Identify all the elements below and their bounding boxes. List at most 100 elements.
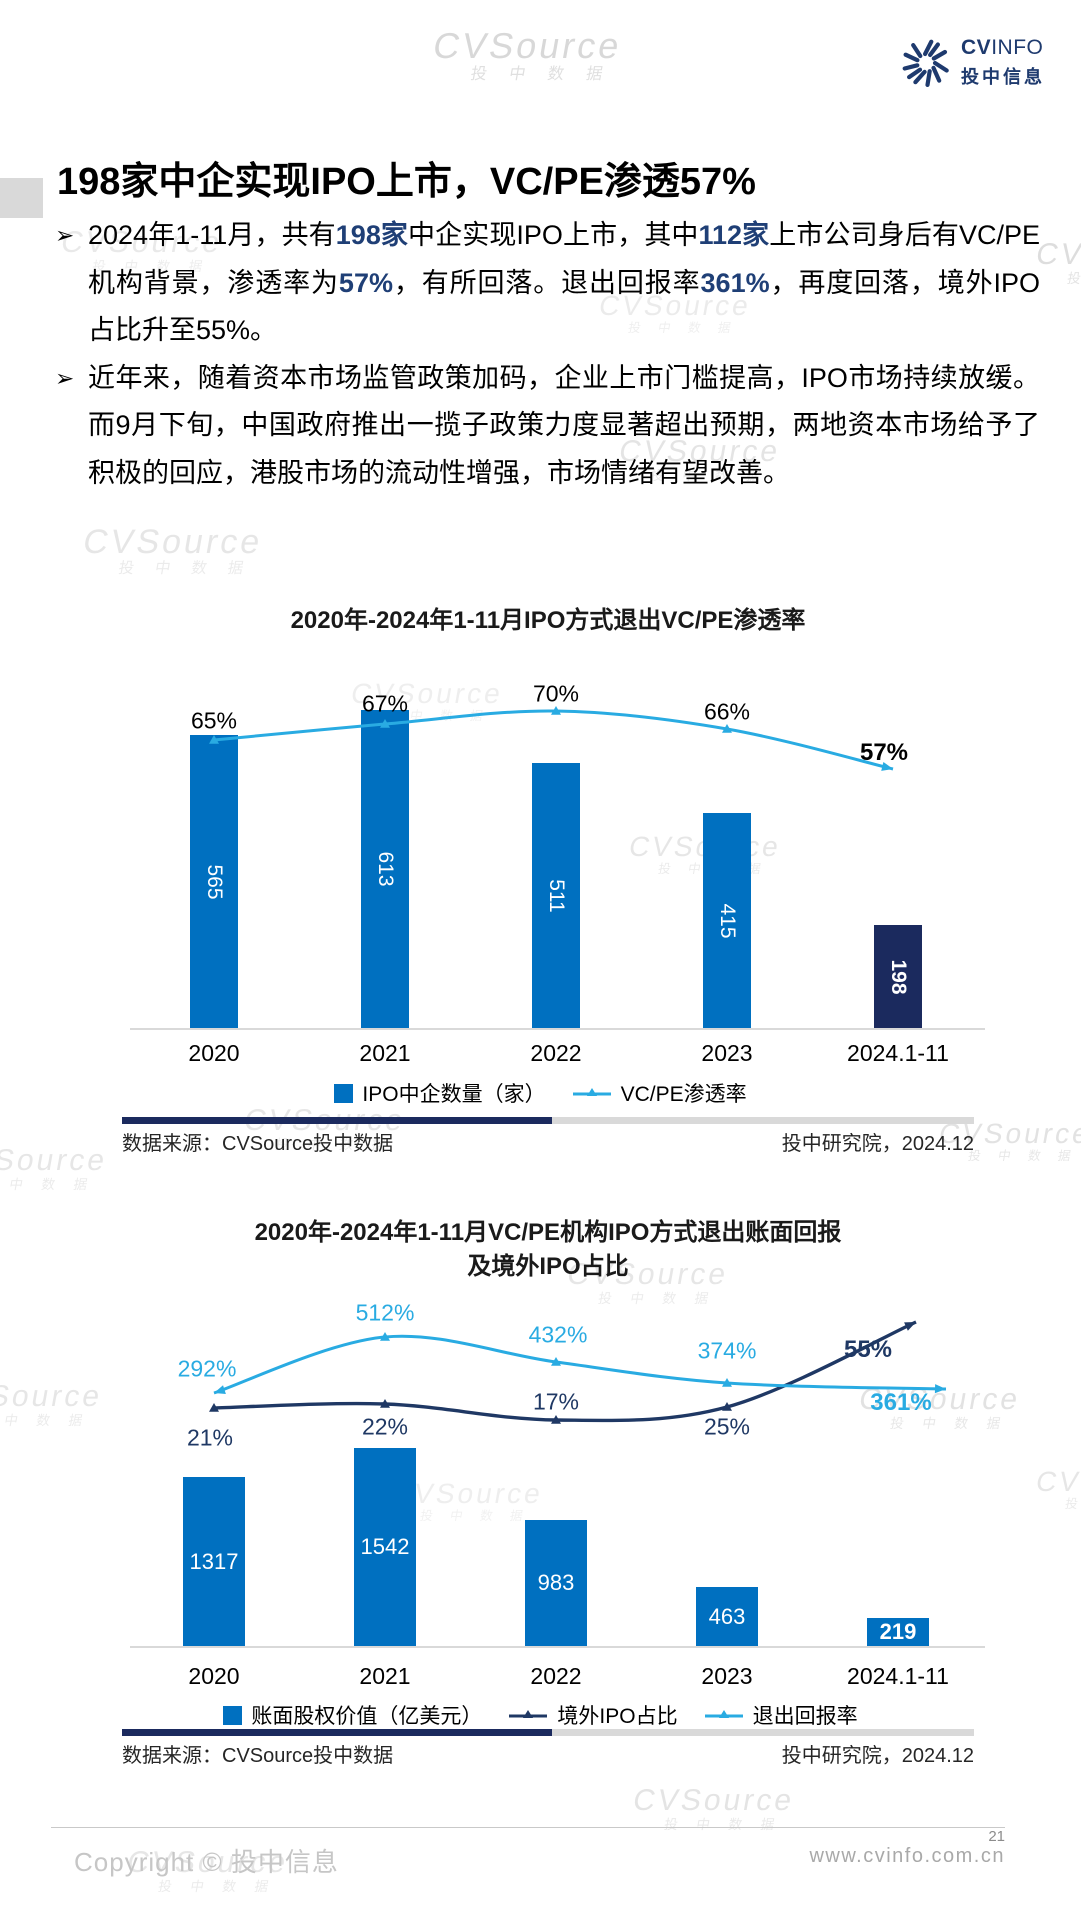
x-axis-category-label: 2023 [701,1663,753,1689]
bullet-item: ➢ 2024年1-11月，共有198家中企实现IPO上市，其中112家上市公司身后… [55,212,1040,355]
line-arrowhead [214,1385,226,1394]
watermark-subtext: 投 中 数 据 [117,560,253,577]
logo-cv: CV [961,36,992,59]
bullet-text: 2024年1-11月，共有198家中企实现IPO上市，其中112家上市公司身后有… [88,212,1040,355]
legend-line-marker-icon [572,1088,611,1096]
watermark-text: CVSource [0,1144,111,1177]
chart1-source-left: 数据来源：CVSource投中数据 [122,1133,394,1155]
website-url: www.cvinfo.com.cn [809,1845,1005,1867]
legend-label: 账面股权价值（亿美元） [251,1705,483,1728]
bullet-text: 近年来，随着资本市场监管政策加码，企业上市门槛提高，IPO市场持续放缓。而9月下… [88,355,1040,498]
x-axis-category-label: 2020 [188,1663,240,1689]
x-axis-line [130,1028,985,1030]
bullet-segment: 上市公司身后有VC/PE机构背景，渗透率为 [88,220,1040,298]
bar [867,1618,929,1646]
watermark-subtext: 投 中 数 据 [0,1413,91,1428]
watermark-subtext: 投 中 数 据 [966,1149,1079,1163]
exit-return-rate-label: 432% [528,1321,588,1348]
bullet-segment: 2024年1-11月，共有 [88,220,336,250]
legend-line-marker-icon [509,1710,548,1718]
watermark-subtext: 投 中 数 据 [662,1817,783,1832]
cvinfo-logo-icon [902,39,949,87]
chart2-title-line2: 及境外IPO占比 [467,1253,629,1280]
title-accent-bar [0,178,43,218]
chart2-title: 2020年-2024年1-11月VC/PE机构IPO方式退出账面回报 及境外IP… [102,1216,994,1284]
watermark-text: CVSource [430,25,626,66]
bullet-highlight: 198家 [335,220,409,250]
legend-label: VC/PE渗透率 [620,1083,747,1106]
copyright-text: Copyright © 投中信息 [74,1847,339,1877]
overseas-ipo-share-label: 21% [186,1424,234,1451]
bar-value-label: 511 [545,878,568,913]
x-axis-category-label: 2022 [530,1040,582,1066]
overseas-ipo-share-label: 25% [703,1413,751,1440]
bar-value-label: 198 [887,958,910,995]
chart1-source-row: 数据来源：CVSource投中数据 投中研究院，2024.12 [122,1130,974,1158]
penetration-rate-label: 65% [190,707,238,734]
bullet-item: ➢ 近年来，随着资本市场监管政策加码，企业上市门槛提高，IPO市场持续放缓。而9月… [55,355,1040,498]
bar-value-label: 1542 [360,1534,410,1559]
penetration-rate-label: 70% [532,680,580,707]
x-axis-category-label: 2024.1-11 [847,1663,949,1689]
bar-value-label: 415 [716,902,739,939]
chart2-source-left: 数据来源：CVSource投中数据 [122,1745,394,1767]
bullet-segment: 中企实现IPO上市，其中 [408,220,699,250]
bar [696,1587,758,1646]
watermark-subtext: 投 中 数 据 [1063,1497,1081,1511]
watermark-subtext: 投 中 数 据 [888,1416,1009,1431]
bar [525,1520,587,1646]
bullet-segment: ，有所回落。退出回报率 [392,267,701,298]
legend-label: IPO中企数量（家） [362,1083,546,1106]
chart1-title: 2020年-2024年1-11月IPO方式退出VC/PE渗透率 [290,607,806,634]
exit-return-rate-label: 512% [355,1299,415,1326]
legend-item: IPO中企数量（家） [334,1078,546,1108]
footer-divider-line [51,1827,1005,1828]
chart2-divider [122,1729,974,1736]
cvinfo-logo-text: CVINFO 投中信息 [961,36,1045,89]
watermark-text: CVSource [630,1784,798,1817]
watermark-subtext: 投 中 数 据 [469,65,613,83]
watermark-text: CVSource [1033,1466,1081,1497]
chart1-legend: IPO中企数量（家） VC/PE渗透率 [0,1078,1081,1108]
line-point-marker [551,1415,561,1424]
bar-value-label: 565 [203,863,226,900]
bar-value-label: 1317 [189,1548,239,1574]
penetration-rate-label: 57% [859,739,909,766]
bar [874,925,922,1028]
x-axis-category-label: 2024.1-11 [847,1040,949,1066]
bullet-highlight: 112家 [698,220,770,250]
x-axis-category-label: 2023 [701,1040,753,1066]
line-arrowhead [904,1322,916,1331]
overseas-ipo-share-label: 22% [361,1413,409,1440]
line-point-marker [722,1378,732,1387]
chart2-legend: 账面股权价值（亿美元） 境外IPO占比 退出回报率 [0,1700,1081,1730]
watermark: CVSource投 中 数 据 [1031,1466,1081,1511]
chart2-source-row: 数据来源：CVSource投中数据 投中研究院，2024.12 [122,1742,974,1770]
exit-return-rate-label: 374% [697,1337,757,1364]
bullet-segment: 近年来，随着资本市场监管政策加码，企业上市门槛提高，IPO市场持续放缓。而9月下… [88,362,1040,488]
legend-label: 退出回报率 [752,1705,858,1728]
bar-value-label: 613 [374,851,397,887]
logo-info: INFO [991,36,1044,59]
watermark: CVSource投 中 数 据 [0,1144,111,1192]
x-axis-category-label: 2020 [188,1040,240,1066]
line-point-marker [551,1357,561,1366]
bullet-segment: ，再度回落，境外IPO占比升至55%。 [88,267,1041,346]
watermark-text: CVSource [1033,238,1081,271]
watermark-text: CVSource [0,1380,106,1413]
x-axis-category-label: 2021 [359,1040,411,1066]
bullet-list: ➢ 2024年1-11月，共有198家中企实现IPO上市，其中112家上市公司身后… [55,212,1040,497]
exit-return-rate-label: 292% [177,1355,237,1382]
bullet-arrow-marker: ➢ [55,222,75,248]
overseas-ipo-share-label: 55% [843,1336,893,1363]
watermark-subtext: 投 中 数 据 [0,1177,96,1192]
x-axis-line [130,1646,985,1648]
legend-item: 账面股权价值（亿美元） [223,1700,482,1730]
watermark-subtext: 投 中 数 据 [156,1879,277,1894]
watermark: CVSource投 中 数 据 [0,1380,106,1428]
watermark-text: CVSource [80,523,266,561]
